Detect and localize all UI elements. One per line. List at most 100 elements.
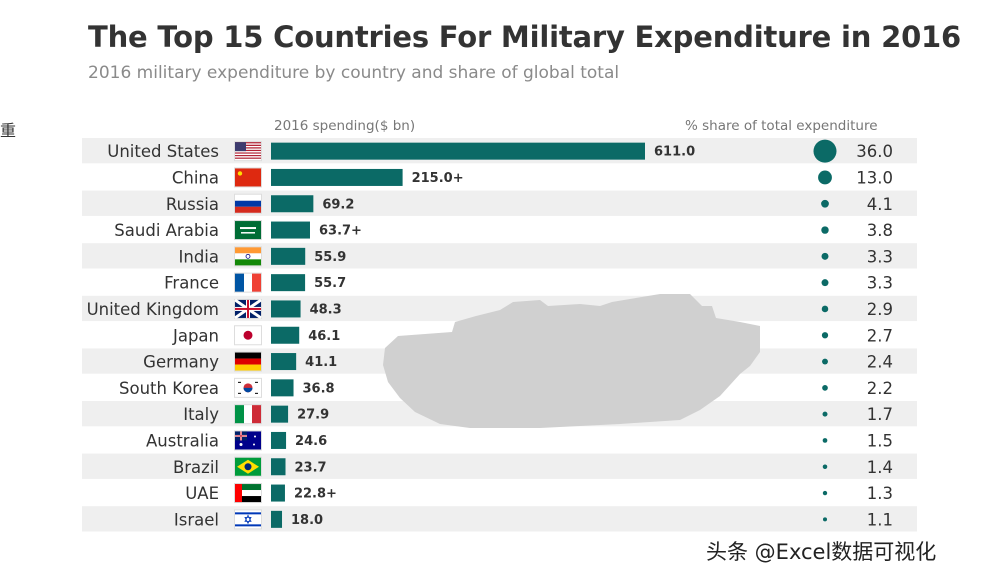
share-dot — [821, 305, 829, 313]
flag-ru-icon — [234, 193, 262, 214]
table-row: UAE 22.8+ 1.3 — [185, 483, 893, 504]
spending-value-label: 24.6 — [295, 434, 327, 449]
share-dot — [813, 139, 837, 163]
table-row: Israel 18.0 1.1 — [174, 509, 893, 530]
spending-bar — [271, 326, 300, 344]
flag-au-icon — [234, 430, 262, 451]
flag-it-icon — [234, 404, 262, 425]
country-label: Germany — [143, 353, 219, 372]
spending-bar — [271, 221, 310, 239]
flag-jp-icon — [234, 325, 262, 346]
share-dot — [822, 411, 828, 417]
spending-value-label: 41.1 — [305, 355, 337, 370]
row-band — [82, 506, 917, 532]
spending-bar — [271, 405, 289, 423]
share-dot — [821, 332, 829, 339]
flag-il-icon — [234, 509, 262, 530]
flag-uk-icon — [234, 298, 262, 320]
share-header: % share of total expenditure — [685, 118, 878, 134]
row-band — [82, 190, 917, 216]
spending-bar — [271, 274, 306, 292]
row-band — [82, 453, 917, 479]
table-row: United States 611.0 36.0 — [107, 139, 893, 163]
share-dot — [822, 464, 828, 470]
share-value-label: 1.5 — [867, 431, 893, 450]
spending-bar — [271, 300, 301, 318]
table-row: Italy 27.9 1.7 — [183, 404, 893, 425]
table-row: India 55.9 3.3 — [179, 246, 893, 267]
table-row: Saudi Arabia 63.7+ 3.8 — [114, 220, 893, 241]
share-dot — [822, 438, 828, 443]
share-dot — [821, 252, 829, 260]
country-label: Brazil — [173, 458, 219, 477]
share-value-label: 3.3 — [867, 247, 893, 266]
share-value-label: 3.3 — [867, 274, 893, 293]
country-label: France — [164, 274, 219, 293]
share-value-label: 2.7 — [867, 326, 893, 345]
spending-value-label: 611.0 — [654, 145, 695, 160]
spending-value-label: 22.8+ — [294, 487, 337, 502]
flag-br-icon — [234, 456, 262, 477]
country-label: Australia — [146, 431, 219, 450]
spending-value-label: 63.7+ — [319, 224, 362, 239]
watermark: 头条 @Excel数据可视化 — [706, 540, 937, 564]
country-label: Russia — [166, 195, 219, 214]
share-value-label: 2.2 — [867, 379, 893, 398]
share-dot — [818, 170, 832, 185]
spending-bar — [271, 431, 287, 449]
flag-sa-icon — [234, 220, 262, 241]
chart-title: The Top 15 Countries For Military Expend… — [88, 20, 962, 54]
chart-subtitle: 2016 military expenditure by country and… — [88, 63, 620, 83]
spending-bar — [271, 247, 306, 265]
share-value-label: 1.4 — [867, 458, 893, 477]
spending-bar — [271, 484, 285, 502]
flag-fr-icon — [234, 272, 262, 293]
country-label: Italy — [183, 405, 219, 424]
spending-value-label: 46.1 — [308, 329, 340, 344]
spending-value-label: 18.0 — [291, 513, 323, 528]
share-dot — [821, 199, 829, 208]
edge-text-fragment: 重 — [0, 121, 17, 140]
share-dot — [822, 358, 828, 365]
spending-bar — [271, 168, 403, 186]
spending-bar — [271, 142, 645, 160]
share-value-label: 36.0 — [856, 142, 893, 161]
table-row: Germany 41.1 2.4 — [143, 351, 893, 372]
share-value-label: 1.3 — [867, 484, 893, 503]
share-dot — [822, 517, 828, 522]
spending-bar — [271, 458, 286, 476]
flag-kr-icon — [234, 377, 262, 398]
table-row: Japan 46.1 2.7 — [172, 325, 893, 346]
spending-bar — [271, 353, 297, 371]
flag-cn-icon — [234, 167, 262, 188]
flag-us-icon — [234, 141, 262, 162]
spending-value-label: 27.9 — [297, 408, 329, 423]
country-label: China — [172, 168, 219, 187]
spending-value-label: 69.2 — [322, 197, 354, 212]
table-row: China 215.0+ 13.0 — [172, 167, 893, 188]
country-label: UAE — [185, 484, 219, 503]
flag-in-icon — [234, 246, 262, 267]
share-dot — [821, 226, 829, 234]
flag-de-icon — [234, 351, 262, 372]
table-row: Russia 69.2 4.1 — [166, 193, 893, 214]
country-label: India — [179, 247, 220, 266]
spending-value-label: 23.7 — [295, 460, 327, 475]
share-value-label: 3.8 — [867, 221, 893, 240]
share-value-label: 1.1 — [867, 510, 893, 529]
share-dot — [822, 385, 828, 391]
spending-value-label: 55.9 — [314, 250, 346, 265]
spending-value-label: 36.8 — [303, 381, 335, 396]
spending-value-label: 55.7 — [314, 276, 346, 291]
share-value-label: 2.4 — [867, 353, 893, 372]
share-value-label: 2.9 — [867, 300, 893, 319]
country-label: United States — [107, 142, 219, 161]
table-row: Australia 24.6 1.5 — [146, 430, 893, 451]
spending-bar — [271, 379, 294, 397]
share-dot — [822, 490, 828, 496]
country-label: Israel — [174, 510, 219, 529]
country-label: United Kingdom — [87, 300, 219, 319]
country-label: South Korea — [119, 379, 219, 398]
spending-value-label: 215.0+ — [412, 171, 464, 186]
